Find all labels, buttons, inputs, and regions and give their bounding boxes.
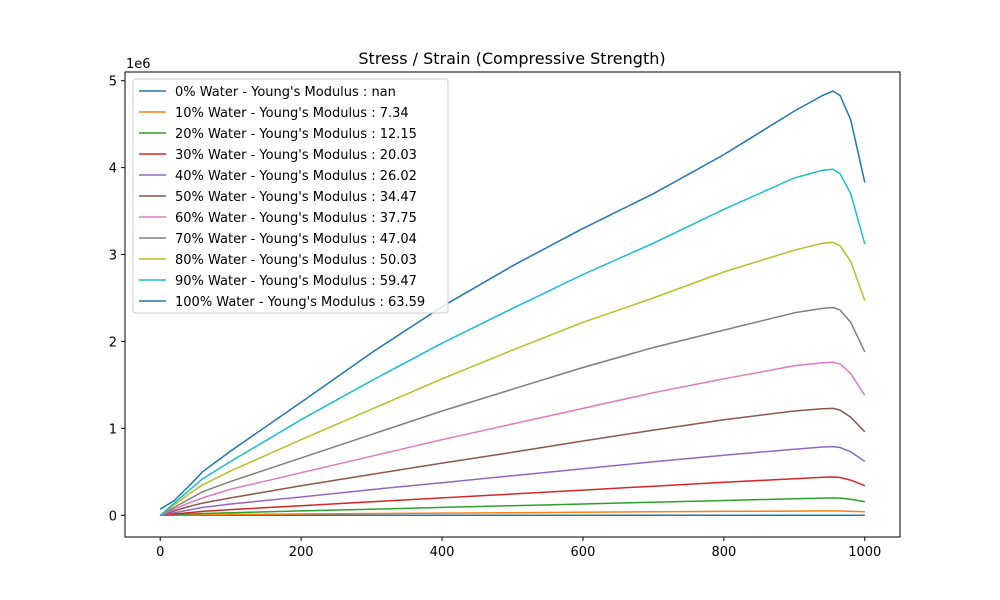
y-tick-label-1: 1 (109, 422, 117, 437)
x-tick-label-0: 0 (156, 545, 164, 560)
series-line-2 (160, 497, 865, 517)
y-tick-label-0: 0 (109, 509, 117, 524)
series-line-4 (160, 445, 866, 517)
y-axis-offset-label: 1e6 (126, 57, 151, 72)
legend-label-3: 30% Water - Young's Modulus : 20.03 (175, 148, 417, 163)
series-line-7 (159, 306, 866, 516)
legend: 0% Water - Young's Modulus : nan 10% Wate… (132, 78, 449, 314)
x-tick-label-4: 800 (711, 545, 736, 560)
series-line-5 (159, 407, 866, 517)
legend-label-9: 90% Water - Young's Modulus : 59.47 (175, 274, 417, 289)
series-line-9 (159, 168, 866, 516)
series-line-8 (159, 241, 866, 516)
legend-label-8: 80% Water - Young's Modulus : 50.03 (175, 253, 417, 268)
series-line-3 (160, 476, 866, 517)
legend-label-2: 20% Water - Young's Modulus : 12.15 (175, 127, 417, 142)
plot-lines (159, 90, 866, 517)
x-tick-label-3: 600 (571, 545, 596, 560)
y-tick-label-4: 4 (109, 162, 117, 177)
series-line-6 (159, 361, 866, 516)
legend-label-4: 40% Water - Young's Modulus : 26.02 (175, 169, 417, 184)
series-line-10 (159, 90, 866, 510)
y-tick-label-2: 2 (109, 335, 117, 350)
x-axis: 0 200 400 600 800 1000 (156, 537, 881, 560)
legend-label-1: 10% Water - Young's Modulus : 7.34 (175, 106, 409, 121)
legend-label-5: 50% Water - Young's Modulus : 34.47 (175, 190, 417, 205)
legend-label-7: 70% Water - Young's Modulus : 47.04 (175, 232, 417, 247)
y-tick-label-3: 3 (109, 249, 117, 264)
y-axis: 0 1 2 3 4 5 (109, 75, 125, 524)
legend-label-10: 100% Water - Young's Modulus : 63.59 (175, 295, 425, 310)
legend-label-0: 0% Water - Young's Modulus : nan (175, 85, 396, 100)
x-tick-label-1: 200 (289, 545, 314, 560)
plot-frame (124, 71, 901, 538)
legend-box (132, 78, 449, 314)
series-line-1 (160, 510, 865, 517)
y-tick-label-5: 5 (109, 75, 117, 90)
x-tick-label-5: 1000 (848, 545, 881, 560)
chart-title: Stress / Strain (Compressive Strength) (358, 49, 665, 68)
x-tick-label-2: 400 (430, 545, 455, 560)
legend-label-6: 60% Water - Young's Modulus : 37.75 (175, 211, 417, 226)
